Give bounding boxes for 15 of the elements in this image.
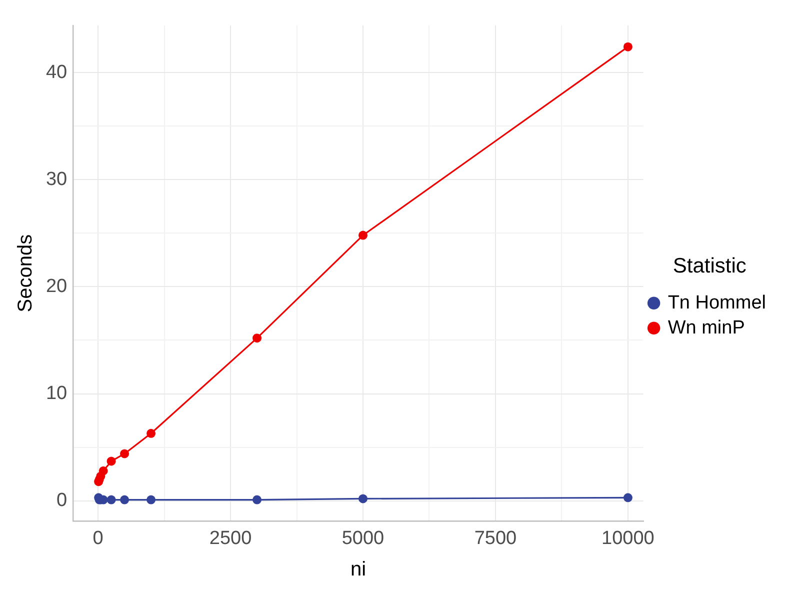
- y-tick-label: 40: [46, 62, 68, 83]
- legend-title: Statistic: [672, 254, 746, 278]
- y-tick-label: 30: [46, 168, 68, 190]
- x-tick-label: 0: [92, 528, 104, 549]
- legend-label: Tn Hommel: [668, 292, 766, 314]
- y-tick-label: 20: [46, 276, 68, 297]
- x-tick-label: 2500: [209, 528, 252, 549]
- x-axis-title: ni: [350, 558, 366, 581]
- y-tick-label: 0: [56, 490, 68, 512]
- x-tick-label: 10000: [602, 528, 654, 549]
- x-tick-label: 5000: [342, 528, 384, 549]
- y-tick-label: 10: [46, 383, 68, 404]
- x-tick-label: 7500: [474, 528, 517, 549]
- legend-label: Wn minP: [668, 317, 745, 338]
- y-axis-title: Seconds: [14, 234, 37, 312]
